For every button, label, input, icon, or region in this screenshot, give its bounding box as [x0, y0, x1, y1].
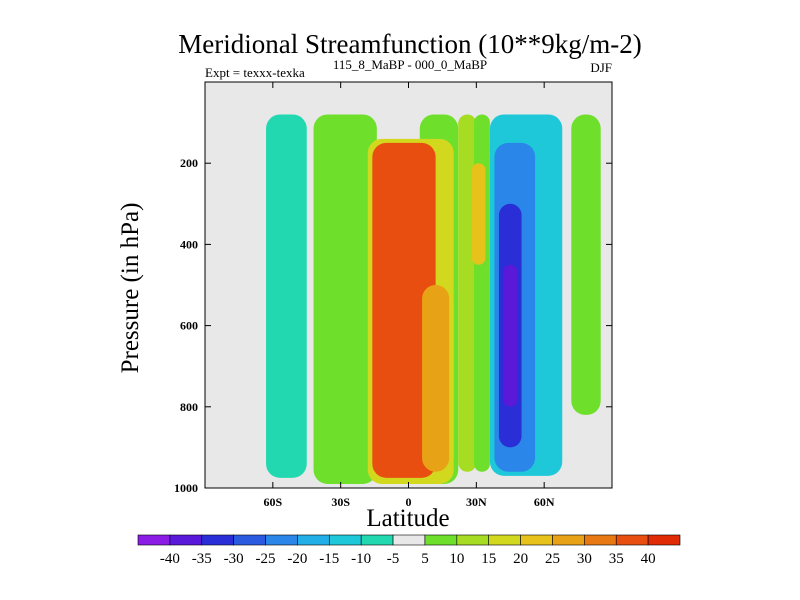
colorbar-label-6: -10 — [351, 551, 371, 567]
colorbar-swatch-5 — [297, 534, 330, 546]
y-tick-label-3: 800 — [180, 400, 198, 414]
x-tick-label-0: 60S — [263, 495, 282, 509]
x-tick-label-1: 30S — [331, 495, 350, 509]
y-tick-label-1: 400 — [180, 237, 198, 251]
colorbar-label-3: -25 — [256, 551, 276, 567]
colorbar-label-15: 40 — [641, 551, 656, 567]
colorbar-label-0: -40 — [160, 551, 180, 567]
x-axis-ticks: 60S 30S 0 30N 60N — [263, 82, 555, 509]
center-subtitle: 115_8_MaBP - 000_0_MaBP — [333, 57, 487, 72]
colorbar-label-13: 30 — [577, 551, 592, 567]
colorbar-label-2: -30 — [224, 551, 244, 567]
x-tick-label-3: 30N — [466, 495, 487, 509]
contour-region-13 — [503, 264, 518, 407]
colorbar-label-4: -20 — [287, 551, 307, 567]
y-tick-label-2: 600 — [180, 319, 198, 333]
contour-region-0 — [266, 114, 307, 478]
plot-area: 60S 30S 0 30N 60N 200 400 600 800 1000 — [174, 81, 613, 509]
colorbar-label-7: -5 — [387, 551, 400, 567]
colorbar-swatch-11 — [488, 534, 521, 546]
right-subtitle: DJF — [590, 60, 612, 75]
colorbar-swatch-6 — [328, 534, 362, 546]
x-axis-label: Latitude — [366, 505, 449, 532]
colorbar — [137, 534, 681, 546]
colorbar-label-11: 20 — [513, 551, 528, 567]
colorbar-label-10: 15 — [481, 551, 496, 567]
colorbar-swatch-1 — [169, 534, 203, 546]
y-axis-label: Pressure (in hPa) — [117, 203, 144, 374]
colorbar-swatch-3 — [233, 534, 266, 546]
contour-region-2 — [313, 114, 377, 484]
colorbar-label-5: -15 — [319, 551, 339, 567]
y-tick-label-0: 200 — [180, 156, 198, 170]
contour-fills — [266, 114, 601, 484]
colorbar-label-9: 10 — [449, 551, 464, 567]
colorbar-swatch-4 — [265, 534, 298, 546]
colorbar-swatch-12 — [520, 534, 553, 546]
colorbar-swatch-0 — [137, 534, 171, 546]
colorbar-swatch-15 — [615, 534, 649, 546]
contour-region-7 — [372, 142, 436, 478]
colorbar-swatch-8 — [392, 534, 426, 546]
colorbar-swatch-10 — [456, 534, 490, 546]
colorbar-label-14: 35 — [609, 551, 624, 567]
y-tick-label-4: 1000 — [174, 481, 198, 495]
colorbar-swatch-14 — [584, 534, 617, 546]
colorbar-label-8: 5 — [421, 551, 429, 567]
colorbar-label-12: 25 — [545, 551, 560, 567]
colorbar-swatch-13 — [552, 534, 585, 546]
colorbar-labels: -40 -35 -30 -25 -20 -15 -10 -5 5 10 15 20 25 30 35 40 — [160, 551, 656, 567]
contour-region-8 — [422, 285, 450, 472]
left-subtitle: Expt = texxx-texka — [205, 65, 305, 80]
contour-region-14 — [571, 114, 601, 415]
x-tick-label-4: 60N — [534, 495, 555, 509]
x-tick-label-2: 0 — [406, 495, 412, 509]
contour-region-9 — [471, 163, 486, 265]
colorbar-swatch-7 — [360, 534, 394, 546]
chart-title: Meridional Streamfunction (10**9kg/m-2) — [178, 29, 641, 59]
y-axis-ticks: 200 400 600 800 1000 — [174, 156, 612, 495]
colorbar-swatch-9 — [424, 534, 458, 546]
colorbar-swatch-2 — [201, 534, 234, 546]
colorbar-swatch-16 — [647, 534, 681, 546]
colorbar-label-1: -35 — [192, 551, 212, 567]
